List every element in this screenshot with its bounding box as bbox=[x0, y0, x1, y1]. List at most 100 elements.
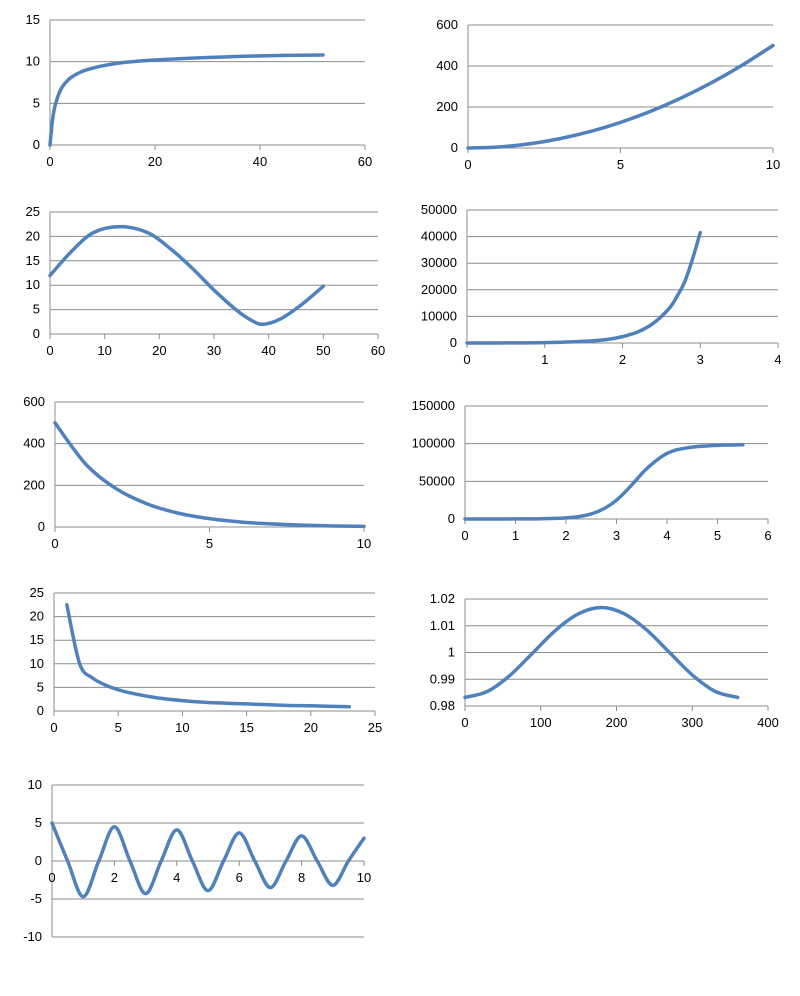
chart-2: 0 200 400 600 0 5 10 bbox=[436, 17, 780, 172]
x-tick-label: 8 bbox=[298, 870, 305, 885]
series-line bbox=[463, 605, 740, 700]
y-tick-label: 200 bbox=[436, 99, 458, 114]
x-tick-label: 6 bbox=[764, 528, 771, 543]
y-tick-label: 20000 bbox=[421, 282, 457, 297]
series-line bbox=[53, 421, 366, 529]
y-tick-label: 15 bbox=[26, 12, 40, 27]
series-line bbox=[48, 224, 326, 327]
x-tick-label: 2 bbox=[619, 352, 626, 367]
y-tick-label: 1.01 bbox=[430, 618, 455, 633]
x-tick-label: 50 bbox=[316, 343, 330, 358]
y-tick-label: 400 bbox=[23, 436, 45, 451]
x-tick-label: 60 bbox=[358, 154, 372, 169]
chart-4: 0 10000 20000 30000 40000 50000 0 1 2 3 4 bbox=[421, 202, 782, 367]
x-tick-label: 3 bbox=[613, 528, 620, 543]
y-tick-label: 5 bbox=[37, 679, 44, 694]
y-tick-label: 0 bbox=[38, 519, 45, 534]
y-tick-label: 5 bbox=[33, 95, 40, 110]
x-tick-label: 40 bbox=[253, 154, 267, 169]
x-tick-label: 0 bbox=[48, 870, 55, 885]
y-tick-label: -5 bbox=[30, 891, 42, 906]
x-tick-label: 100 bbox=[530, 715, 552, 730]
x-tick-label: 0 bbox=[461, 528, 468, 543]
y-tick-label: 40000 bbox=[421, 229, 457, 244]
y-tick-label: 20 bbox=[26, 228, 40, 243]
y-tick-label: 0 bbox=[33, 326, 40, 341]
x-tick-label: 0 bbox=[51, 536, 58, 551]
x-tick-label: 5 bbox=[617, 157, 624, 172]
x-tick-label: 30 bbox=[207, 343, 221, 358]
x-tick-label: 15 bbox=[239, 720, 253, 735]
x-tick-label: 1 bbox=[512, 528, 519, 543]
x-tick-label: 2 bbox=[111, 870, 118, 885]
y-tick-label: 600 bbox=[23, 394, 45, 409]
x-tick-label: 20 bbox=[152, 343, 166, 358]
series-line bbox=[466, 43, 775, 150]
y-tick-label: 10 bbox=[26, 277, 40, 292]
x-tick-label: 0 bbox=[46, 343, 53, 358]
x-tick-label: 20 bbox=[148, 154, 162, 169]
x-tick-label: 10 bbox=[175, 720, 189, 735]
x-tick-label: 1 bbox=[541, 352, 548, 367]
y-tick-label: 50000 bbox=[421, 202, 457, 217]
y-tick-label: 1 bbox=[448, 645, 455, 660]
y-tick-label: 100000 bbox=[412, 436, 455, 451]
x-tick-label: 10 bbox=[766, 157, 780, 172]
x-tick-label: 5 bbox=[115, 720, 122, 735]
x-tick-label: 400 bbox=[757, 715, 779, 730]
y-tick-label: 0.98 bbox=[430, 698, 455, 713]
series-line bbox=[50, 821, 366, 899]
x-tick-label: 5 bbox=[714, 528, 721, 543]
series-line bbox=[463, 443, 745, 521]
x-tick-label: 0 bbox=[464, 157, 471, 172]
y-tick-label: 5 bbox=[33, 302, 40, 317]
x-tick-label: 5 bbox=[206, 536, 213, 551]
y-tick-label: 1.02 bbox=[430, 591, 455, 606]
chart-6: 0 50000 100000 150000 0 1 2 3 4 5 6 bbox=[412, 398, 772, 543]
x-tick-label: 20 bbox=[304, 720, 318, 735]
series-line bbox=[65, 603, 352, 709]
x-tick-label: 4 bbox=[173, 870, 180, 885]
y-tick-label: -10 bbox=[23, 929, 42, 944]
series-line bbox=[48, 53, 325, 147]
y-tick-label: 15 bbox=[26, 253, 40, 268]
x-tick-label: 0 bbox=[461, 715, 468, 730]
y-tick-label: 20 bbox=[30, 609, 44, 624]
y-tick-label: 15 bbox=[30, 632, 44, 647]
y-tick-label: 25 bbox=[30, 585, 44, 600]
x-tick-label: 10 bbox=[357, 870, 371, 885]
chart-3: 0 5 10 15 20 25 0 10 20 30 40 50 60 bbox=[26, 204, 386, 358]
chart-9: -10 -5 0 5 10 0 2 4 6 8 10 bbox=[23, 777, 371, 944]
y-tick-label: 10 bbox=[28, 777, 42, 792]
y-tick-label: 150000 bbox=[412, 398, 455, 413]
y-tick-label: 30000 bbox=[421, 255, 457, 270]
y-tick-label: 5 bbox=[35, 815, 42, 830]
x-tick-label: 40 bbox=[261, 343, 275, 358]
x-tick-label: 200 bbox=[606, 715, 628, 730]
y-tick-label: 600 bbox=[436, 17, 458, 32]
y-tick-label: 0 bbox=[451, 140, 458, 155]
series-line bbox=[465, 230, 702, 345]
x-tick-label: 25 bbox=[368, 720, 382, 735]
chart-1: 0 5 10 15 0 20 40 60 bbox=[26, 12, 373, 169]
y-tick-label: 400 bbox=[436, 58, 458, 73]
x-tick-label: 2 bbox=[562, 528, 569, 543]
y-tick-label: 10 bbox=[26, 54, 40, 69]
y-tick-label: 0.99 bbox=[430, 671, 455, 686]
y-tick-label: 0 bbox=[37, 703, 44, 718]
y-tick-label: 50000 bbox=[419, 473, 455, 488]
y-tick-label: 10000 bbox=[421, 308, 457, 323]
y-tick-label: 25 bbox=[26, 204, 40, 219]
y-tick-label: 0 bbox=[33, 137, 40, 152]
chart-8: 0.98 0.99 1 1.01 1.02 0 100 200 300 400 bbox=[430, 591, 779, 730]
chart-7: 0 5 10 15 20 25 0 5 10 15 20 25 bbox=[30, 585, 383, 735]
x-tick-label: 300 bbox=[681, 715, 703, 730]
y-tick-label: 0 bbox=[450, 335, 457, 350]
chart-5: 0 200 400 600 0 5 10 bbox=[23, 394, 371, 551]
y-tick-label: 0 bbox=[35, 853, 42, 868]
y-tick-label: 0 bbox=[448, 511, 455, 526]
x-tick-label: 6 bbox=[236, 870, 243, 885]
x-tick-label: 10 bbox=[97, 343, 111, 358]
y-tick-label: 200 bbox=[23, 477, 45, 492]
x-tick-label: 0 bbox=[463, 352, 470, 367]
